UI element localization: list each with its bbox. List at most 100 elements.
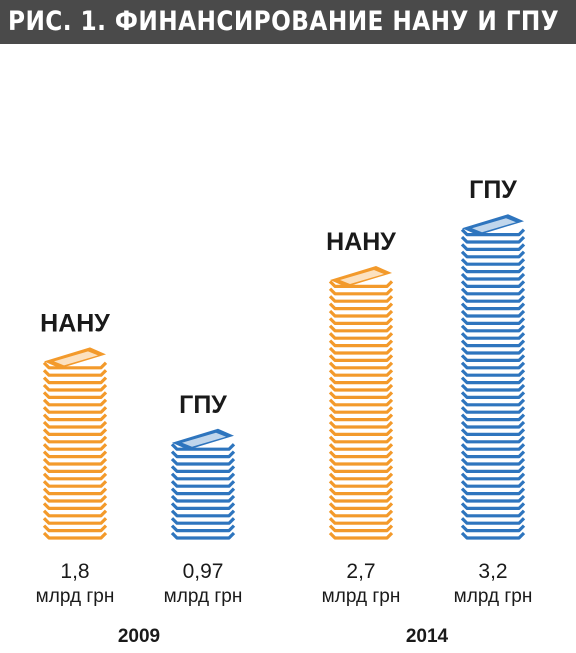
stack-sheet	[328, 494, 394, 503]
stack-sheet	[460, 435, 526, 444]
stack-sheet	[460, 524, 526, 533]
stack-sheet	[460, 472, 526, 481]
stack-sheet	[42, 465, 108, 473]
stack-sheet	[328, 443, 394, 451]
stack-sheet	[460, 509, 526, 518]
stack-sheet	[328, 406, 394, 414]
stack-sheet	[460, 361, 526, 370]
stack-top-highlight	[340, 270, 384, 284]
stack-sheet	[170, 450, 236, 459]
stack-sheet	[42, 494, 108, 503]
stack-sheet	[42, 472, 108, 481]
value-label: 1,8	[60, 560, 89, 583]
stack-sheet	[328, 295, 394, 303]
stack-sheet	[328, 465, 394, 473]
stack-sheet	[460, 243, 526, 251]
bar-stack	[460, 214, 526, 540]
stack-sheet	[328, 502, 394, 510]
stack-sheet	[42, 435, 108, 444]
stack-sheet	[328, 487, 394, 496]
stack-sheet	[460, 480, 526, 488]
value-label: 2,7	[346, 560, 375, 583]
stack-sheet	[328, 324, 394, 333]
stack-sheet	[460, 272, 526, 281]
stack-sheet	[170, 494, 236, 503]
stack-sheet	[328, 420, 394, 429]
stack-sheet	[460, 287, 526, 296]
stack-sheet	[460, 443, 526, 451]
stack-sheet	[460, 383, 526, 392]
unit-label: млрд грн	[36, 586, 115, 607]
value-label: 0,97	[183, 560, 224, 583]
unit-label: млрд грн	[454, 586, 533, 607]
value-label: 3,2	[478, 560, 507, 583]
stack-sheet	[328, 317, 394, 325]
stack-sheet	[170, 487, 236, 496]
unit-label: млрд грн	[164, 586, 243, 607]
stack-sheet	[460, 317, 526, 325]
stack-sheet	[460, 487, 526, 496]
stack-sheet	[328, 369, 394, 377]
stack-top-highlight	[182, 432, 226, 447]
stack-sheet	[42, 457, 108, 466]
stack-sheet	[460, 428, 526, 436]
stack-sheet	[170, 457, 236, 466]
stack-sheet	[42, 531, 108, 540]
stack-sheet	[42, 376, 108, 385]
stack-sheet	[328, 517, 394, 525]
stack-sheet	[42, 450, 108, 459]
bar-stack	[170, 428, 236, 540]
category-label: 2014	[406, 626, 449, 647]
unit-label: млрд грн	[322, 586, 401, 607]
stack-sheet	[460, 250, 526, 259]
stack-sheet	[328, 354, 394, 362]
series-label: НАНУ	[40, 309, 110, 337]
bar-chart: НАНУ 1,8 млрд грн ГПУ 0,97 млрд грн НАНУ 2,7 млр…	[36, 176, 533, 647]
stack-sheet	[328, 457, 394, 466]
stack-sheet	[170, 502, 236, 510]
bar-stack	[328, 266, 394, 540]
bar-stack	[42, 347, 108, 540]
stack-sheet	[42, 487, 108, 496]
stack-sheet	[328, 428, 394, 436]
stack-sheet	[460, 413, 526, 422]
series-label: ГПУ	[469, 176, 517, 204]
stack-sheet	[460, 398, 526, 407]
stack-sheet	[42, 398, 108, 407]
stack-sheet	[328, 450, 394, 459]
stack-sheet	[42, 391, 108, 399]
stack-top-highlight	[54, 351, 98, 366]
stack-sheet	[328, 524, 394, 533]
stack-sheet	[328, 413, 394, 422]
stack-sheet	[328, 480, 394, 488]
stack-sheet	[328, 361, 394, 370]
stack-sheet	[460, 339, 526, 348]
stack-sheet	[460, 376, 526, 385]
stack-sheet	[460, 324, 526, 333]
stack-sheet	[170, 465, 236, 473]
stack-sheet	[460, 517, 526, 525]
series-label: НАНУ	[326, 228, 396, 256]
series-label: ГПУ	[179, 391, 227, 419]
stack-sheet	[170, 443, 236, 451]
stack-sheet	[460, 265, 526, 274]
stack-sheet	[460, 420, 526, 429]
stack-sheet	[460, 457, 526, 466]
stack-sheet	[42, 383, 108, 392]
stack-sheet	[42, 428, 108, 436]
stack-sheet	[460, 235, 526, 244]
stack-sheet	[42, 443, 108, 451]
stack-sheet	[328, 309, 394, 318]
stack-sheet	[328, 391, 394, 399]
stack-sheet	[460, 309, 526, 318]
stack-sheet	[42, 517, 108, 525]
stack-sheet	[42, 413, 108, 422]
stack-sheet	[170, 509, 236, 518]
stack-sheet	[328, 531, 394, 540]
stack-sheet	[328, 346, 394, 355]
stack-sheet	[460, 391, 526, 399]
stack-sheet	[328, 339, 394, 348]
stack-sheet	[328, 509, 394, 518]
stack-sheet	[328, 280, 394, 288]
stack-sheet	[328, 435, 394, 444]
